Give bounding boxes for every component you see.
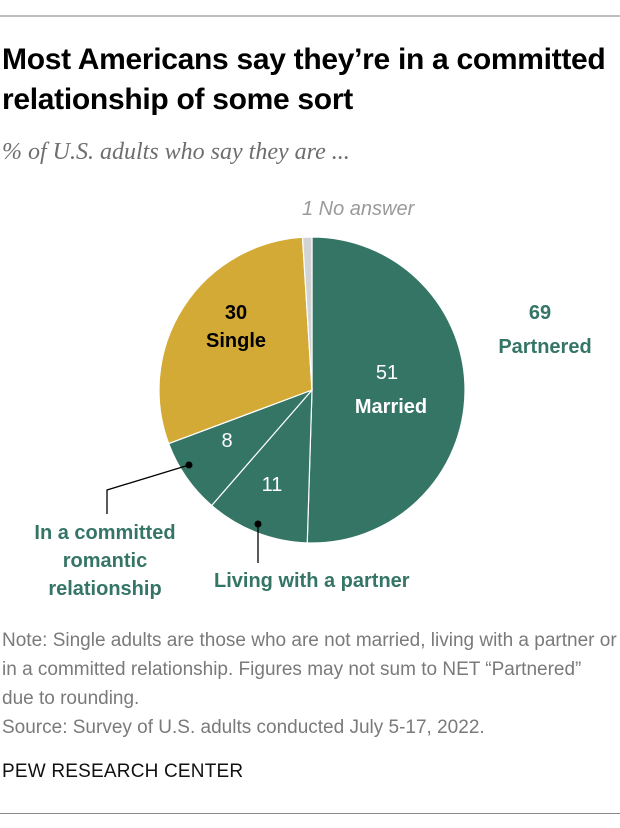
- note-text: Note: Single adults are those who are no…: [2, 630, 617, 709]
- pie-slice-no-answer: [301, 236, 313, 391]
- committed-leader-line: [106, 464, 190, 514]
- brand-logo-text: PEW RESEARCH CENTER: [2, 761, 244, 782]
- pie-slice-married: [306, 236, 466, 544]
- living-label: Living with a partner: [214, 570, 410, 592]
- married-value: 51: [375, 362, 399, 384]
- partnered-value: 69: [528, 302, 552, 324]
- single-value: 30: [224, 302, 248, 324]
- bottom-rule: [0, 813, 620, 814]
- footnote: Note: Single adults are those who are no…: [2, 626, 618, 742]
- committed-label: In a committed romantic relationship: [34, 522, 176, 600]
- pie-slices: [158, 236, 466, 544]
- married-label: Married: [354, 396, 428, 418]
- partnered-label: Partnered: [498, 336, 592, 358]
- chart-subtitle: % of U.S. adults who say they are ...: [2, 139, 350, 165]
- source-text: Source: Survey of U.S. adults conducted …: [2, 717, 485, 738]
- leader-lines: [106, 461, 262, 563]
- committed-leader-dot: [185, 461, 193, 469]
- committed-value: 8: [221, 430, 233, 452]
- top-rule: [0, 15, 620, 17]
- pie-slice-single: [158, 236, 313, 445]
- living-value: 11: [261, 474, 283, 496]
- single-label: Single: [205, 330, 266, 352]
- chart-title: Most Americans say they’re in a committe…: [2, 43, 606, 116]
- no-answer-label: 1 No answer: [302, 198, 415, 220]
- living-leader-dot: [254, 520, 262, 528]
- pie-slice-living-with-a-partner: [210, 388, 313, 544]
